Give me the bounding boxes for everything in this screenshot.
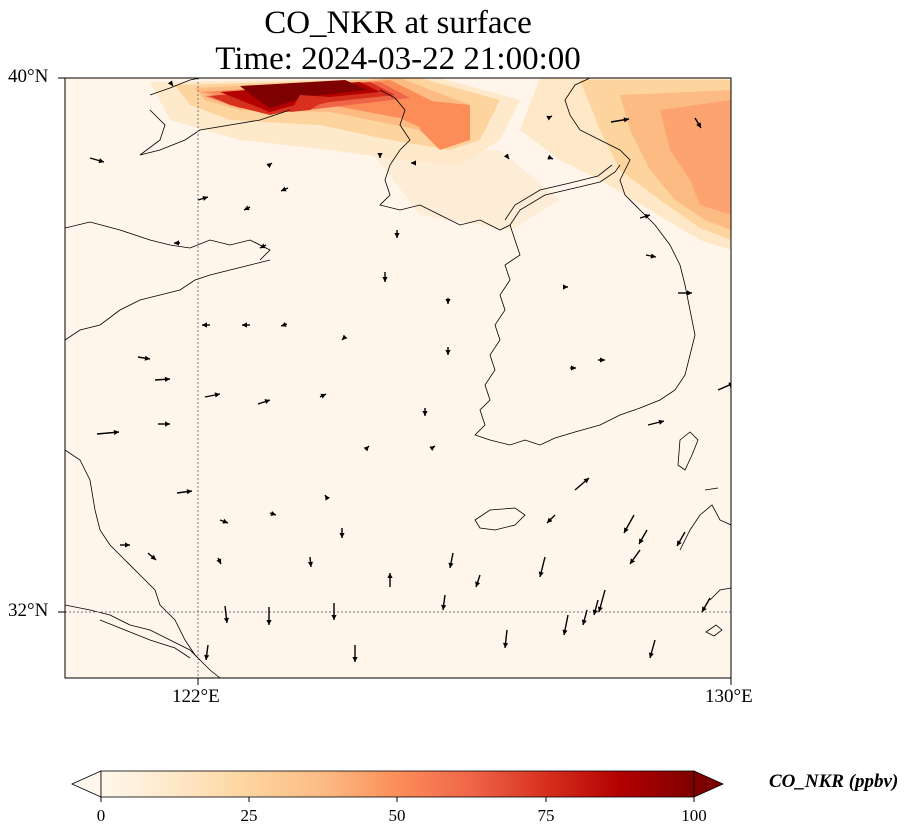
wind-vector-head — [165, 421, 170, 427]
co-plume-bohai — [150, 78, 520, 165]
wind-vector-head — [583, 478, 589, 484]
wind-vector-head — [260, 243, 266, 249]
wind-vector-head — [677, 540, 682, 546]
lon-tick-label-130e: 130°E — [705, 686, 753, 707]
wind-vector-head — [270, 510, 276, 516]
wind-vector-head — [307, 561, 314, 567]
wind-vector-head — [547, 154, 553, 160]
wind-vector-head — [266, 163, 272, 169]
wind-vector-head — [202, 195, 208, 201]
wind-vector-head — [394, 233, 400, 238]
wind-vector-head — [658, 419, 664, 425]
wind-vector-head — [113, 429, 119, 436]
map-title-line2: Time: 2024-03-22 21:00:00 — [215, 41, 581, 77]
map-canvas — [58, 77, 732, 685]
lon-tick-label-122e: 122°E — [172, 686, 220, 707]
wind-vector-head — [125, 542, 130, 548]
wind-vector-head — [687, 290, 692, 296]
wind-vector-head — [222, 518, 228, 524]
colorbar-gradient — [100, 770, 695, 798]
map-frame — [64, 77, 732, 679]
colorbar-label: CO_NKR (ppbv) — [769, 771, 899, 792]
wind-vector-head — [377, 153, 383, 158]
wind-vector — [717, 383, 731, 391]
wind-vector-head — [448, 562, 454, 568]
wind-vector-head — [242, 322, 247, 328]
wind-vector-head — [363, 446, 369, 452]
wind-vector-head — [411, 160, 416, 166]
lat-tick-label-40n: 40°N — [8, 66, 49, 87]
wind-vector-head — [562, 629, 568, 635]
wind-vector-head — [650, 253, 656, 259]
wind-vector-head — [266, 620, 272, 625]
coastlines — [65, 78, 731, 678]
wind-vector-head — [502, 642, 509, 648]
wind-vector-head — [387, 573, 393, 578]
wind-vector-head — [696, 122, 701, 128]
colorbar-tick-25: 25 — [240, 806, 258, 825]
wind-vector-head — [624, 527, 629, 533]
colorbar-tick-75: 75 — [537, 806, 555, 825]
wind-vector-head — [223, 617, 229, 623]
wind-vector-head — [214, 392, 220, 398]
colorbar-tick-0: 0 — [96, 806, 106, 825]
wind-vector-head — [98, 158, 104, 164]
wind-vector-head — [422, 411, 428, 416]
wind-vector-head — [164, 376, 170, 382]
colorbar-extend-low — [71, 770, 102, 798]
wind-vector-head — [339, 533, 345, 538]
wind-vector-head — [216, 558, 222, 564]
colorbar-tick-50: 50 — [388, 806, 406, 825]
wind-vector-head — [441, 604, 447, 610]
wind-vector-head — [429, 446, 435, 451]
wind-vector-head — [702, 606, 707, 612]
wind-vector-head — [320, 393, 326, 399]
wind-vector-head — [264, 399, 270, 405]
wind-vector-head — [648, 652, 654, 658]
wind-vector-head — [597, 606, 603, 612]
wind-vector-head — [630, 558, 636, 564]
wind-vector-head — [600, 357, 605, 363]
wind-vector-head — [639, 538, 644, 544]
lat-tick-label-32n: 32°N — [8, 600, 49, 621]
wind-vector-head — [538, 571, 544, 577]
wind-vector-head — [281, 186, 287, 192]
wind-vector-head — [144, 355, 150, 361]
wind-vector-head — [204, 654, 210, 660]
colorbar — [71, 770, 724, 802]
wind-vector-head — [445, 299, 451, 304]
wind-vector-head — [623, 117, 629, 123]
wind-vector-head — [547, 517, 553, 523]
wind-vector-head — [382, 277, 388, 282]
wind-vector-head — [475, 581, 481, 587]
co-haze — [370, 150, 560, 230]
axis-tick-marks — [58, 77, 732, 685]
wind-vector-head — [445, 350, 451, 355]
colorbar-extend-high — [693, 770, 724, 798]
wind-vector-head — [167, 80, 173, 86]
wind-vector-head — [244, 205, 250, 211]
gridlines — [65, 78, 731, 678]
wind-vector-head — [331, 615, 337, 620]
wind-vector-head — [281, 321, 287, 327]
wind-vector-head — [503, 153, 509, 159]
map-title-line1: CO_NKR at surface — [264, 5, 532, 41]
co-plume-northeast — [520, 78, 731, 250]
wind-vector-head — [563, 284, 568, 290]
wind-vector-head — [174, 240, 179, 246]
wind-vector-head — [202, 322, 207, 328]
colorbar-tick-100: 100 — [681, 806, 707, 825]
wind-vector-head — [728, 382, 731, 388]
wind-vector-head — [571, 365, 576, 371]
wind-vector-head — [342, 334, 348, 340]
wind-vector-head — [150, 554, 156, 560]
wind-vector-head — [644, 213, 650, 219]
wind-vector-field — [89, 80, 731, 662]
wind-vector-head — [325, 495, 330, 501]
wind-vector-head — [581, 619, 587, 625]
wind-vector-head — [186, 489, 192, 495]
wind-vector-head — [592, 609, 598, 615]
wind-vector-head — [546, 115, 552, 121]
wind-vector-head — [352, 657, 358, 662]
